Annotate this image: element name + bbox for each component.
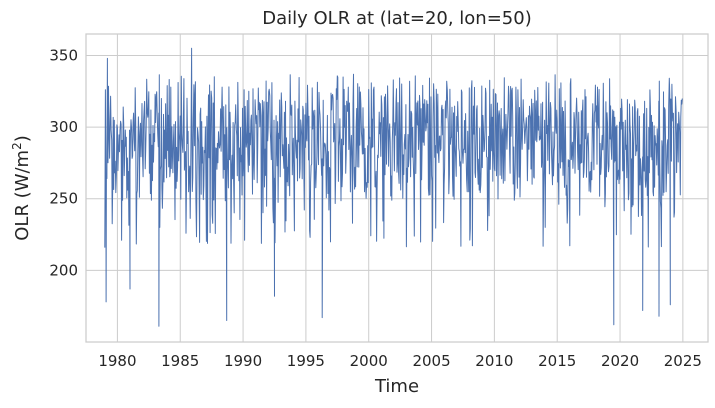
y-tick-label-350: 350	[49, 46, 78, 64]
y-tick-label-300: 300	[49, 118, 78, 136]
plot-frame	[85, 33, 709, 343]
gridlines	[86, 34, 708, 342]
x-tick-label-2025: 2025	[664, 352, 702, 370]
olr-series-line	[104, 47, 683, 327]
x-tick-label-2005: 2005	[412, 352, 450, 370]
x-tick-labels: 1980 1985 1990 1995 2000 2005 2010 2015 2020 2025	[98, 352, 702, 370]
x-tick-label-1980: 1980	[98, 352, 136, 370]
x-tick-label-2020: 2020	[601, 352, 639, 370]
x-tick-label-1995: 1995	[287, 352, 325, 370]
x-axis-label: Time	[374, 376, 419, 397]
x-tick-label-1985: 1985	[161, 352, 199, 370]
plot-area	[86, 34, 708, 342]
y-axis-label-main: OLR (W/m	[12, 150, 33, 241]
x-tick-label-2010: 2010	[475, 352, 513, 370]
x-tick-label-2015: 2015	[538, 352, 576, 370]
y-tick-labels: 200 250 300 350	[49, 46, 78, 279]
y-tick-label-250: 250	[49, 190, 78, 208]
x-tick-label-2000: 2000	[350, 352, 388, 370]
y-axis-label: OLR (W/m2)	[10, 135, 33, 241]
chart-title: Daily OLR at (lat=20, lon=50)	[262, 8, 531, 29]
series-layer	[104, 47, 683, 327]
y-axis-label-close: )	[12, 135, 33, 142]
x-tick-label-1990: 1990	[224, 352, 262, 370]
axes-frame	[85, 33, 709, 343]
y-axis-label-superscript: 2	[10, 142, 24, 150]
y-tick-label-200: 200	[49, 261, 78, 279]
